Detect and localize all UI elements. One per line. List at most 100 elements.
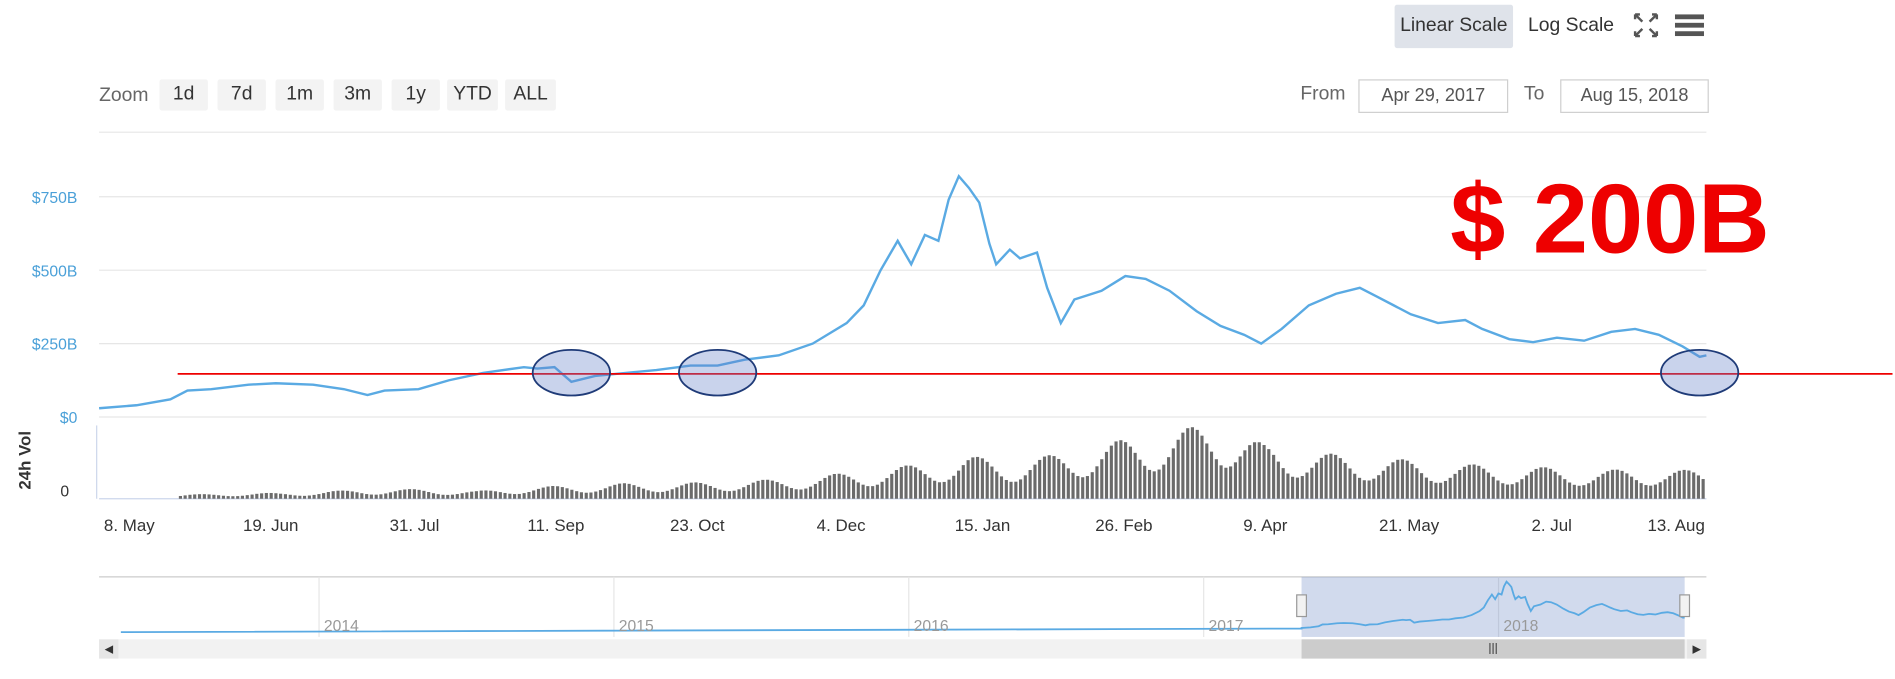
navigator-year-label: 2016: [913, 616, 949, 635]
x-tick-label: 4. Dec: [816, 515, 866, 535]
volume-bar: [995, 471, 999, 499]
volume-bar: [1587, 483, 1591, 499]
from-date-input[interactable]: Apr 29, 2017: [1358, 79, 1509, 113]
volume-bar: [226, 496, 230, 499]
volume-bar: [1458, 470, 1462, 499]
scrollbar-thumb[interactable]: |||: [1301, 639, 1685, 659]
volume-bar: [828, 475, 832, 499]
volume-bar: [1338, 458, 1342, 499]
volume-bar: [1205, 443, 1209, 499]
volume-bar: [207, 494, 211, 499]
volume-bar: [1090, 472, 1094, 499]
fullscreen-icon[interactable]: [1633, 12, 1660, 38]
volume-bar: [546, 486, 550, 499]
volume-bar: [450, 494, 455, 499]
volume-bar: [1267, 449, 1271, 499]
volume-bar: [618, 483, 622, 499]
volume-bar: [608, 486, 612, 499]
volume-bar: [427, 492, 431, 499]
volume-bar: [1081, 477, 1085, 499]
volume-bar: [1181, 432, 1185, 499]
volume-bar: [556, 486, 560, 499]
volume-bar: [322, 493, 326, 499]
volume-bar: [1128, 446, 1133, 499]
x-tick-label: 21. May: [1379, 515, 1440, 535]
volume-bar: [1186, 428, 1190, 499]
volume-bar: [1548, 468, 1553, 499]
volume-bar: [1357, 477, 1362, 499]
volume-bar: [1577, 485, 1581, 499]
volume-bar: [890, 473, 894, 499]
volume-bar: [980, 458, 984, 499]
volume-bar: [1515, 482, 1519, 499]
volume-bar: [680, 485, 684, 499]
volume-bar: [1276, 461, 1280, 499]
zoom-1y-button[interactable]: 1y: [391, 79, 440, 111]
volume-bar: [641, 488, 646, 499]
volume-bar: [613, 484, 617, 499]
volume-bar: [1176, 439, 1180, 499]
volume-bar: [651, 491, 655, 499]
volume-bar: [517, 493, 521, 499]
volume-bar: [975, 456, 980, 499]
volume-bar: [598, 490, 603, 499]
zoom-7d-button[interactable]: 7d: [217, 79, 266, 111]
volume-bar: [1448, 477, 1452, 499]
volume-bar: [1625, 473, 1629, 499]
volume-bar: [317, 494, 321, 499]
volume-bar: [589, 492, 593, 499]
volume-bar: [1348, 468, 1352, 499]
volume-bar: [708, 486, 712, 499]
volume-bar: [584, 492, 588, 499]
volume-bar: [522, 493, 526, 499]
volume-bar: [1591, 480, 1595, 499]
menu-icon[interactable]: [1674, 12, 1705, 38]
linear-scale-button[interactable]: Linear Scale: [1394, 4, 1514, 49]
volume-bar: [885, 478, 889, 499]
volume-bar: [1405, 460, 1409, 499]
volume-bar: [178, 495, 183, 499]
volume-bar: [236, 496, 240, 499]
to-label: To: [1523, 84, 1545, 105]
volume-bar: [971, 457, 975, 499]
volume-bar: [1596, 476, 1600, 499]
to-date-input[interactable]: Aug 15, 2018: [1560, 79, 1709, 113]
zoom-all-button[interactable]: ALL: [505, 79, 556, 111]
volume-bar: [1209, 451, 1214, 499]
navigator-handle: [1679, 594, 1691, 618]
volume-bar: [245, 495, 249, 499]
volume-bar: [1038, 459, 1042, 499]
volume-bar: [770, 480, 774, 499]
volume-bar: [460, 493, 464, 499]
volume-bar: [1014, 481, 1018, 499]
zoom-1d-button[interactable]: 1d: [159, 79, 208, 111]
volume-bar: [1505, 484, 1510, 499]
volume-bar: [341, 490, 345, 499]
volume-bar: [1033, 464, 1037, 499]
volume-bar: [1453, 473, 1457, 499]
volume-bar: [1334, 454, 1338, 499]
volume-bar: [661, 491, 665, 499]
volume-bar: [240, 495, 244, 499]
volume-bar: [985, 461, 989, 499]
scroll-right-button[interactable]: ▶: [1687, 639, 1707, 659]
zoom-1m-button[interactable]: 1m: [275, 79, 324, 111]
volume-bar: [1429, 480, 1433, 499]
volume-bar: [928, 477, 932, 499]
volume-bar: [579, 492, 583, 499]
scroll-left-button[interactable]: ◀: [99, 639, 119, 659]
volume-bar: [723, 490, 727, 499]
volume-bar: [1682, 469, 1686, 499]
zoom-3m-button[interactable]: 3m: [333, 79, 382, 111]
volume-bar: [570, 489, 574, 499]
volume-bar: [188, 494, 192, 499]
volume-bar: [212, 494, 216, 499]
log-scale-button[interactable]: Log Scale: [1528, 15, 1615, 37]
navigator-handle: [1296, 594, 1307, 618]
volume-bar: [1400, 459, 1405, 499]
volume-bar: [1462, 466, 1467, 499]
volume-bar: [909, 465, 913, 499]
zoom-ytd-button[interactable]: YTD: [447, 79, 498, 111]
volume-bar: [1510, 484, 1514, 499]
